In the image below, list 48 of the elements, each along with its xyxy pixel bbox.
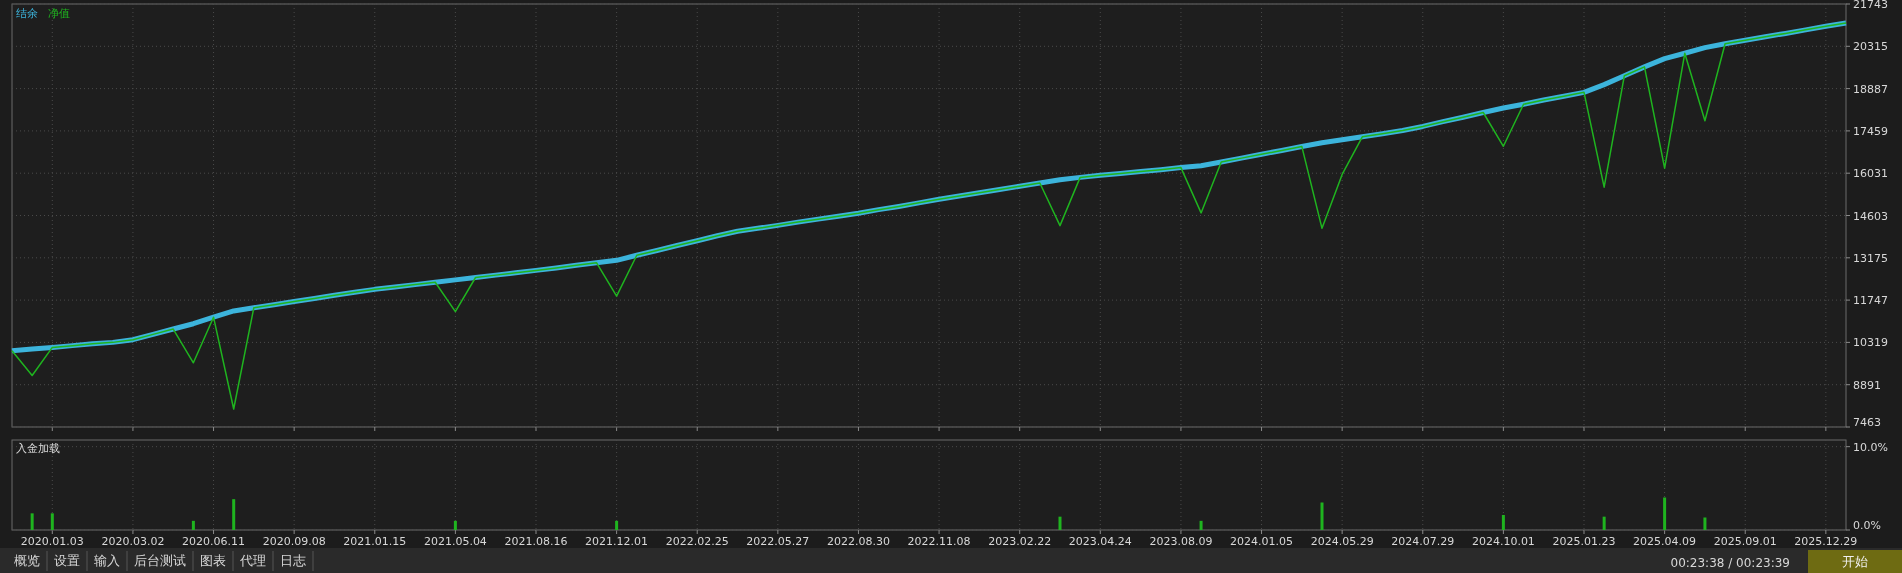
x-tick-label: 2021.12.01 (585, 535, 649, 548)
x-tick-label: 2024.10.01 (1471, 535, 1535, 548)
x-tick-label: 2022.08.30 (826, 535, 890, 548)
text: 代理 (239, 553, 266, 568)
text: 结余 (16, 7, 38, 20)
y-tick-label: 11747 (1853, 294, 1888, 308)
x-tick-label: 2022.02.25 (665, 535, 729, 548)
y-tick-label: 8891 (1853, 378, 1881, 392)
y-tick-label: 17459 (1853, 124, 1888, 138)
x-tick-label: 2024.05.29 (1310, 535, 1374, 548)
text: 开始 (1842, 554, 1868, 569)
x-tick-label: 2024.01.05 (1230, 535, 1294, 548)
text: 后台测试 (134, 553, 186, 568)
text: 日志 (280, 553, 306, 568)
y-tick-label: 10.0% (1853, 440, 1888, 454)
y-tick-label: 16031 (1853, 167, 1888, 181)
text: 图表 (200, 553, 226, 568)
x-tick-label: 2023.08.09 (1149, 535, 1213, 548)
x-tick-label: 2021.01.15 (343, 535, 407, 548)
y-tick-label: 18887 (1853, 82, 1888, 96)
text: 概览 (14, 553, 40, 568)
x-tick-label: 2022.05.27 (746, 535, 810, 548)
text: 设置 (54, 553, 80, 568)
x-tick-label: 2025.09.01 (1713, 535, 1777, 548)
x-tick-label: 2021.05.04 (423, 535, 487, 548)
y-tick-label: 14603 (1853, 209, 1888, 223)
y-tick-label: 0.0% (1853, 519, 1881, 532)
y-tick-label: 10319 (1853, 336, 1888, 350)
text: 00:23:38 / 00:23:39 (1670, 556, 1790, 570)
x-tick-label: 2020.01.03 (20, 535, 84, 548)
x-tick-label: 2020.03.02 (101, 535, 165, 548)
y-tick-label: 13175 (1853, 251, 1888, 265)
x-tick-label: 2025.04.09 (1633, 535, 1697, 548)
y-tick-label: 7463 (1853, 416, 1881, 429)
x-tick-label: 2023.02.22 (988, 535, 1052, 548)
chart-title: 入金加载 (16, 442, 60, 455)
x-tick-label: 2025.01.23 (1552, 535, 1616, 548)
x-tick-label: 2024.07.29 (1391, 535, 1455, 548)
y-tick-label: 21743 (1853, 0, 1888, 11)
x-tick-label: 2021.08.16 (504, 535, 568, 548)
text: 输入 (94, 553, 120, 568)
x-tick-label: 2022.11.08 (907, 535, 971, 548)
x-tick-label: 2025.12.29 (1794, 535, 1858, 548)
x-tick-label: 2020.09.08 (262, 535, 326, 548)
text: 净值 (48, 7, 70, 20)
y-tick-label: 20315 (1853, 40, 1888, 54)
x-tick-label: 2023.04.24 (1068, 535, 1132, 548)
x-tick-label: 2020.06.11 (182, 535, 246, 548)
